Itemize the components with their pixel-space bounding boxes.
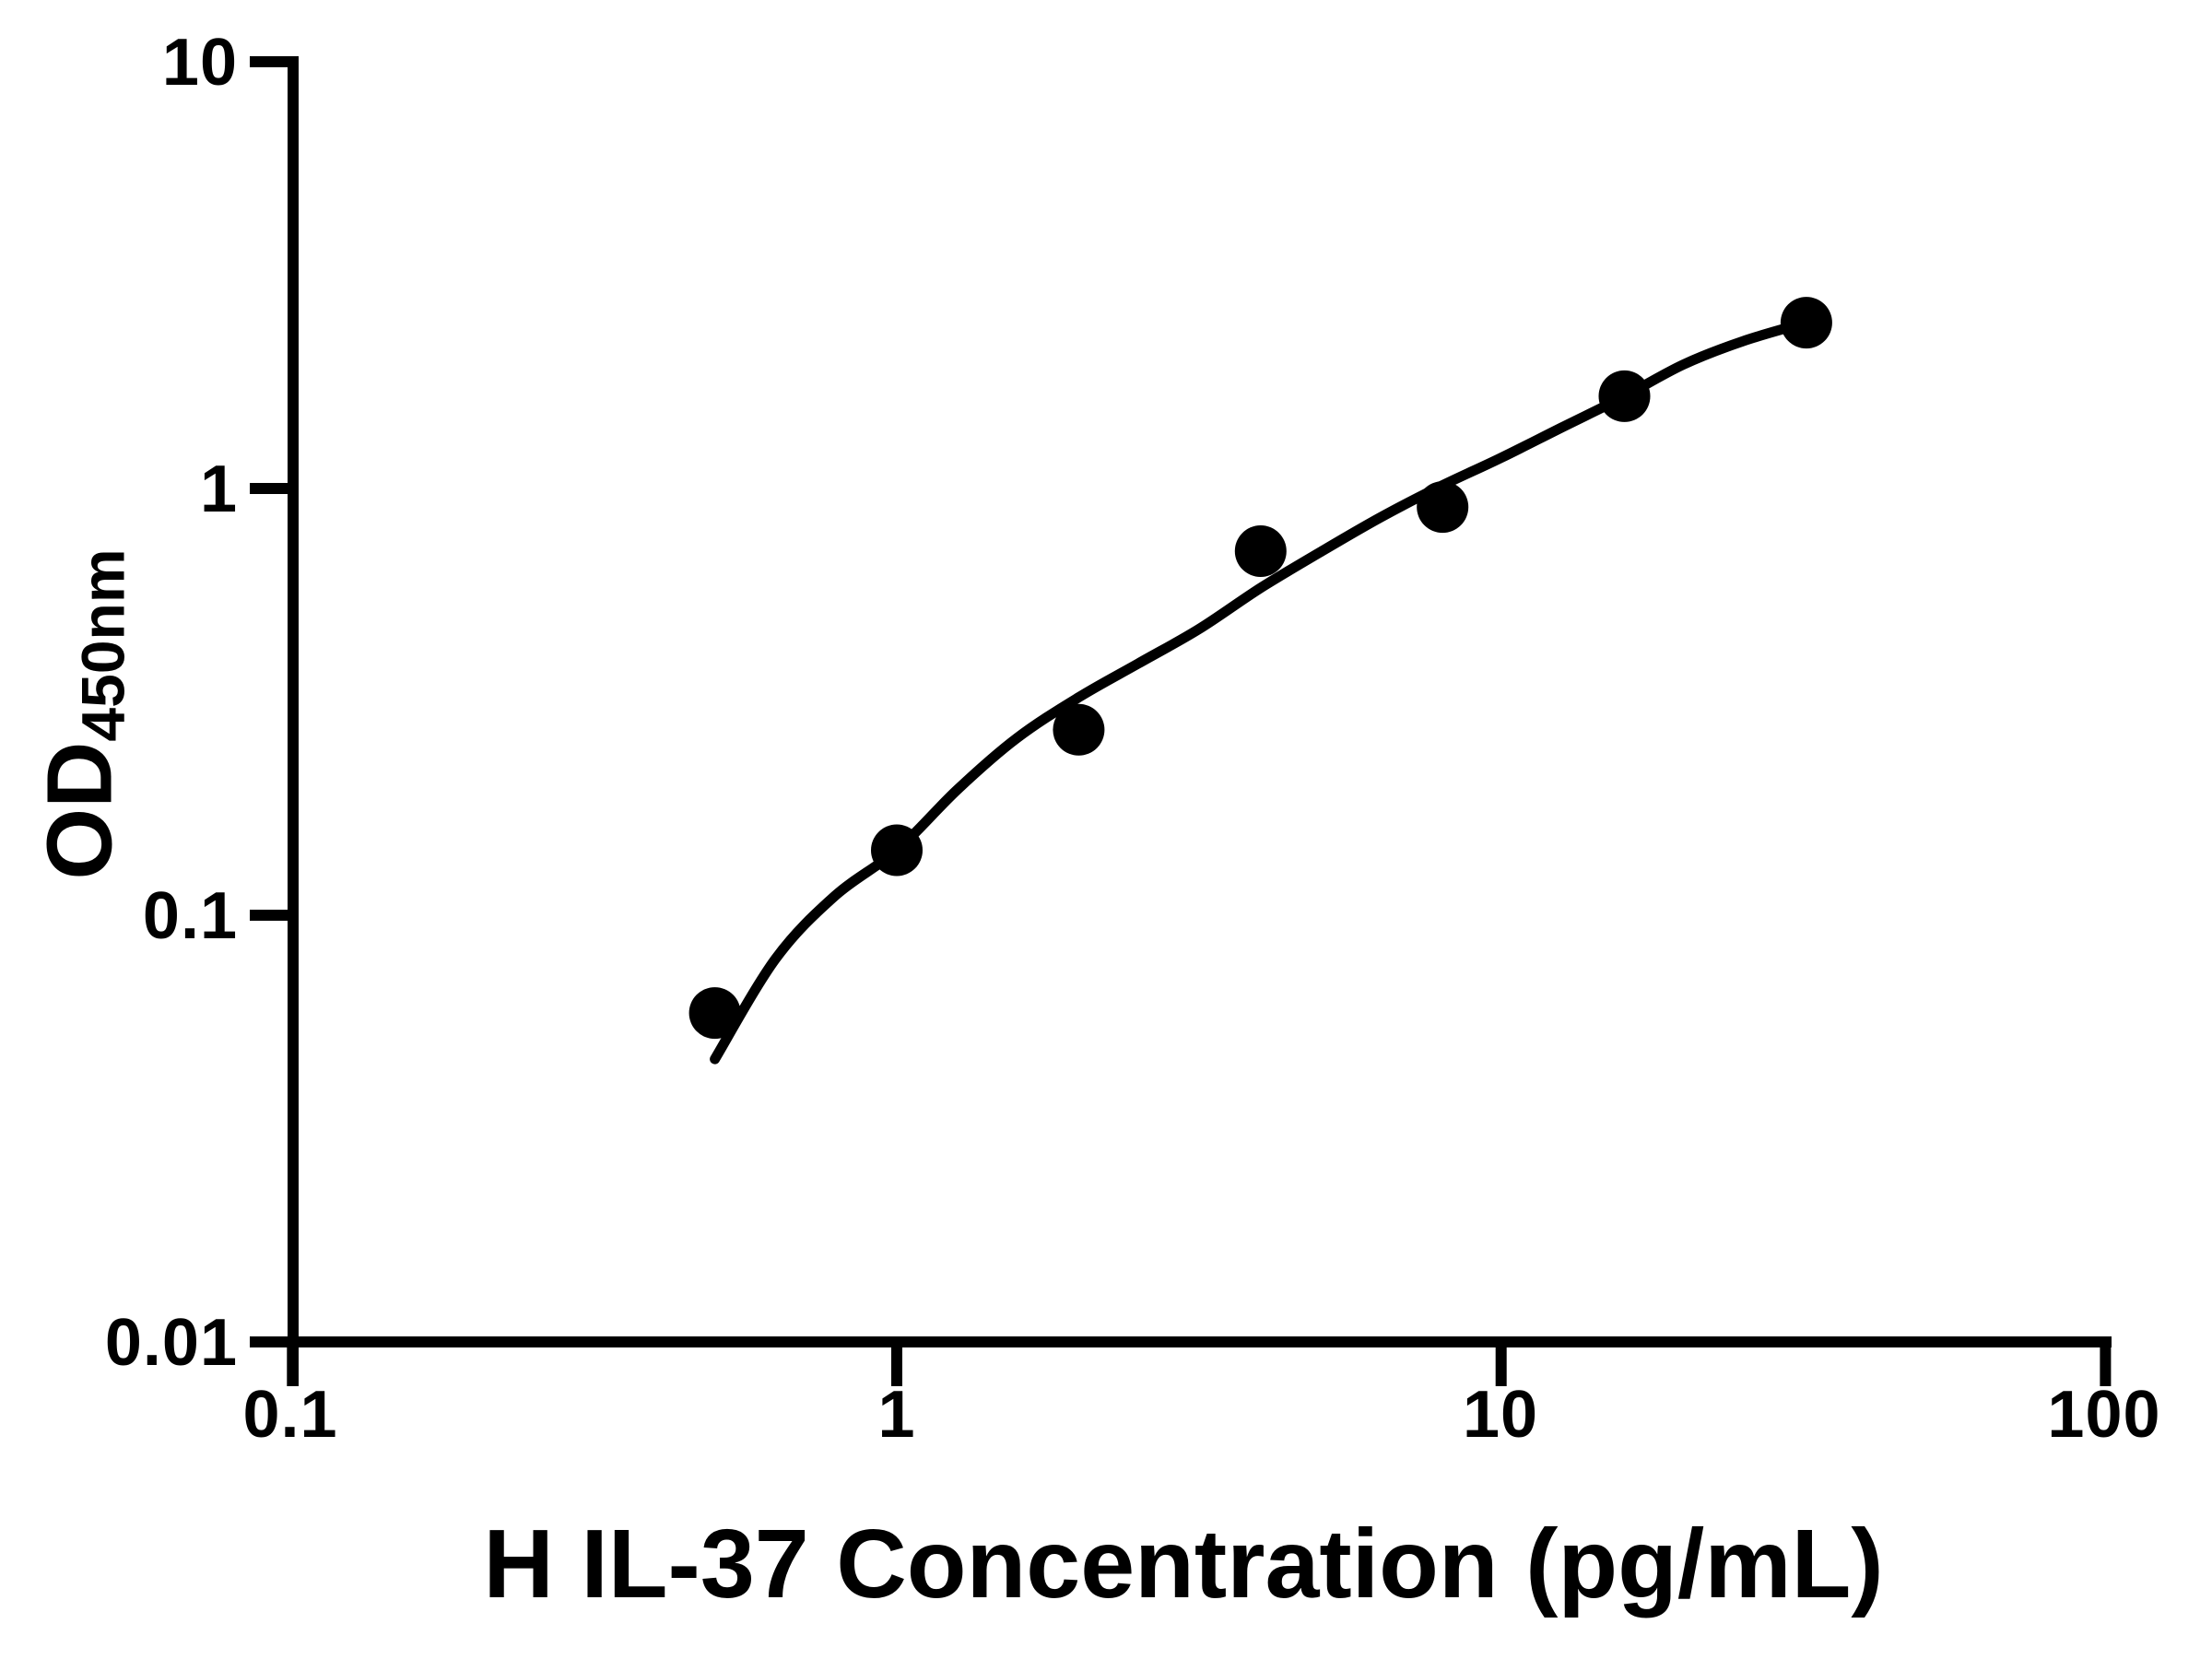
data-point (688, 987, 741, 1040)
x-tick-label-1: 1 (877, 1378, 916, 1452)
y-axis-title: OD450nm (29, 548, 137, 879)
y-tick-label-10: 10 (161, 26, 238, 100)
data-point (1234, 525, 1287, 577)
x-axis-title: H IL-37 Concentration (pg/mL) (483, 1510, 1884, 1618)
y-tick-label-1: 1 (199, 453, 238, 526)
y-axis-title-subscript: 450nm (68, 548, 137, 742)
y-tick-label-0-01: 0.01 (104, 1306, 238, 1380)
data-point (1598, 370, 1651, 422)
data-point (1780, 297, 1832, 349)
data-point (1417, 481, 1469, 534)
y-tick-label-0-1: 0.1 (142, 879, 238, 953)
x-tick-label-100: 100 (2047, 1378, 2161, 1452)
data-point (871, 824, 923, 877)
x-tick-label-0-1: 0.1 (242, 1378, 338, 1452)
data-point (1053, 703, 1105, 756)
y-axis-title-main: OD (28, 741, 132, 880)
x-tick-label-10: 10 (1462, 1378, 1539, 1452)
fit-curve-line (710, 317, 1812, 1065)
